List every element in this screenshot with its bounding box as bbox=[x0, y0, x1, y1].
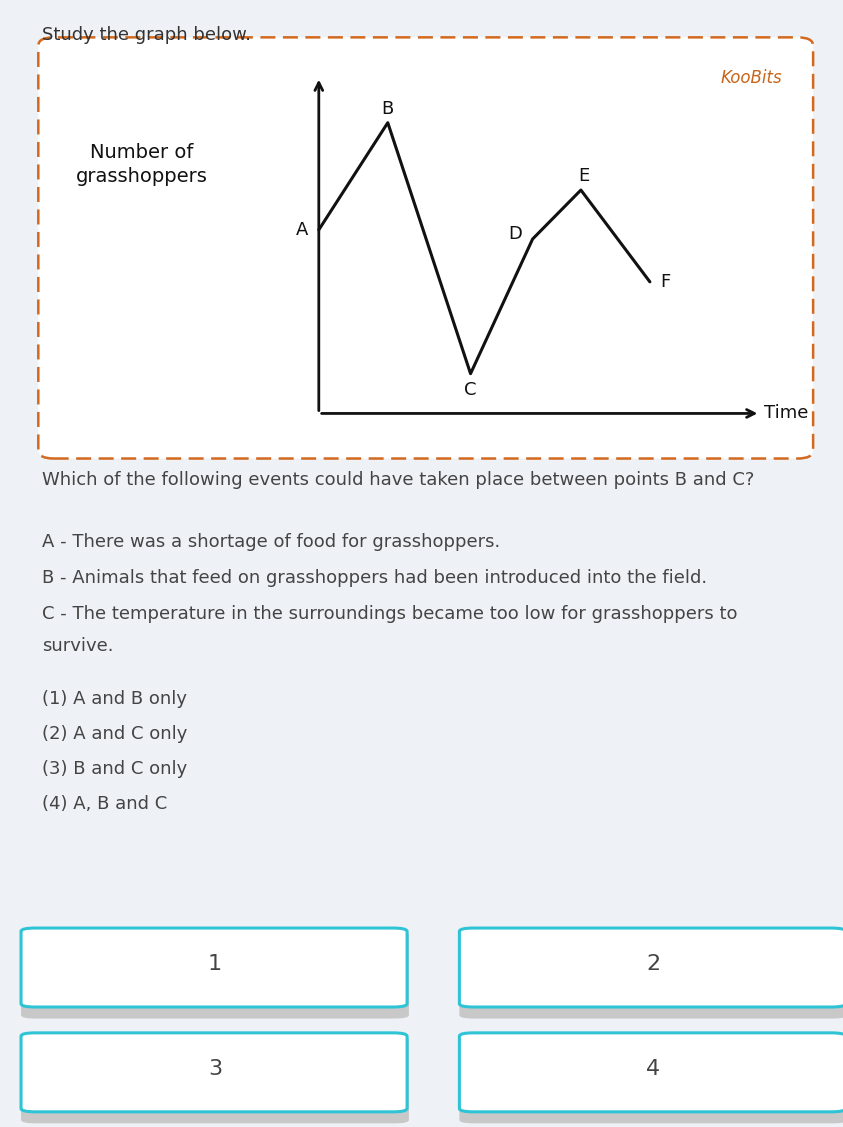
Text: D: D bbox=[508, 225, 523, 243]
Text: E: E bbox=[579, 167, 590, 185]
Text: Time: Time bbox=[764, 405, 808, 423]
Text: survive.: survive. bbox=[42, 637, 114, 655]
FancyBboxPatch shape bbox=[459, 1036, 843, 1124]
Text: C - The temperature in the surroundings became too low for grasshoppers to: C - The temperature in the surroundings … bbox=[42, 605, 738, 623]
Text: 2: 2 bbox=[647, 955, 660, 974]
FancyBboxPatch shape bbox=[21, 1032, 407, 1112]
Text: (1) A and B only: (1) A and B only bbox=[42, 690, 187, 708]
Text: 1: 1 bbox=[208, 955, 222, 974]
Text: (2) A and C only: (2) A and C only bbox=[42, 725, 187, 743]
Text: Which of the following events could have taken place between points B and C?: Which of the following events could have… bbox=[42, 471, 754, 489]
FancyBboxPatch shape bbox=[21, 928, 407, 1008]
Text: KooBits: KooBits bbox=[721, 69, 782, 87]
Text: B: B bbox=[382, 100, 394, 118]
Text: Study the graph below.: Study the graph below. bbox=[42, 26, 251, 44]
FancyBboxPatch shape bbox=[21, 931, 409, 1019]
FancyBboxPatch shape bbox=[459, 931, 843, 1019]
Text: A - There was a shortage of food for grasshoppers.: A - There was a shortage of food for gra… bbox=[42, 533, 501, 551]
Text: 3: 3 bbox=[208, 1059, 222, 1079]
FancyBboxPatch shape bbox=[459, 928, 843, 1008]
FancyBboxPatch shape bbox=[21, 1036, 409, 1124]
Text: Number of
grasshoppers: Number of grasshoppers bbox=[76, 143, 208, 186]
Text: C: C bbox=[464, 382, 477, 399]
Text: (3) B and C only: (3) B and C only bbox=[42, 760, 187, 778]
Text: (4) A, B and C: (4) A, B and C bbox=[42, 795, 168, 813]
Text: A: A bbox=[295, 221, 308, 239]
FancyBboxPatch shape bbox=[38, 37, 813, 459]
FancyBboxPatch shape bbox=[459, 1032, 843, 1112]
Text: F: F bbox=[660, 273, 670, 291]
Text: B - Animals that feed on grasshoppers had been introduced into the field.: B - Animals that feed on grasshoppers ha… bbox=[42, 569, 707, 587]
Text: 4: 4 bbox=[647, 1059, 660, 1079]
